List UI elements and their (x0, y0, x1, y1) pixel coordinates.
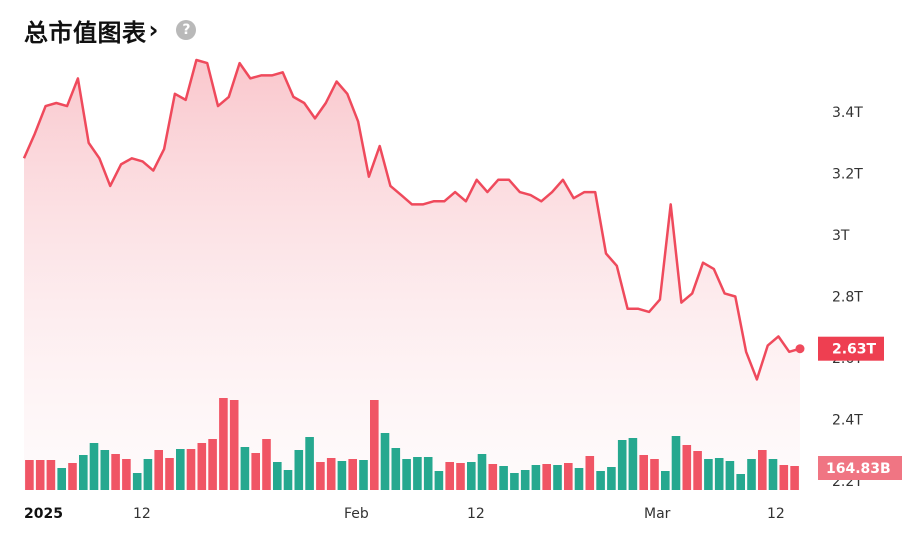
volume-bar[interactable] (499, 466, 508, 490)
volume-bar[interactable] (251, 453, 260, 490)
volume-bar[interactable] (122, 459, 131, 490)
x-tick-label: 12 (467, 506, 485, 522)
last-point[interactable] (795, 344, 805, 354)
volume-bar[interactable] (402, 459, 411, 490)
chart-header: 总市值图表 › ? (24, 12, 197, 48)
volume-bar[interactable] (531, 465, 541, 490)
volume-bar[interactable] (100, 450, 110, 490)
last-value-label: 2.63T (832, 342, 877, 358)
volume-bar[interactable] (456, 463, 465, 490)
volume-bar[interactable] (273, 462, 282, 490)
volume-bar[interactable] (176, 449, 185, 490)
volume-bar[interactable] (574, 468, 584, 490)
last-volume-badge (818, 456, 902, 480)
x-tick-label: Mar (644, 506, 671, 522)
volume-bar[interactable] (639, 455, 648, 490)
volume-bar[interactable] (219, 398, 228, 490)
y-tick-label: 2.8T (832, 290, 863, 306)
volume-bar[interactable] (445, 462, 454, 490)
volume-bar[interactable] (57, 468, 66, 490)
volume-bar[interactable] (607, 467, 616, 490)
volume-bar[interactable] (262, 439, 271, 490)
volume-bar[interactable] (316, 462, 325, 490)
volume-bar[interactable] (758, 450, 767, 490)
volume-bar[interactable] (283, 470, 293, 490)
volume-bar[interactable] (628, 438, 638, 490)
volume-bar[interactable] (165, 458, 174, 490)
volume-bar[interactable] (294, 450, 304, 490)
volume-bar[interactable] (240, 447, 250, 490)
volume-bar[interactable] (661, 471, 670, 490)
volume-bar[interactable] (423, 457, 433, 490)
volume-bar[interactable] (790, 466, 799, 490)
chevron-right-icon[interactable]: › (148, 16, 159, 44)
volume-bar[interactable] (434, 471, 444, 490)
volume-bar[interactable] (510, 473, 519, 490)
y-tick-label: 2.4T (832, 412, 863, 428)
volume-bar[interactable] (488, 464, 498, 490)
volume-bar[interactable] (380, 433, 390, 490)
volume-bar[interactable] (747, 459, 756, 490)
volume-bar[interactable] (564, 463, 573, 490)
volume-bar[interactable] (337, 461, 347, 490)
volume-bar[interactable] (186, 449, 196, 490)
volume-bar[interactable] (714, 458, 724, 490)
volume-bar[interactable] (79, 455, 88, 490)
volume-bar[interactable] (111, 454, 120, 490)
volume-bar[interactable] (477, 454, 487, 490)
volume-bar[interactable] (736, 474, 745, 490)
volume-bar[interactable] (197, 443, 207, 490)
volume-bar[interactable] (779, 465, 789, 490)
volume-bar[interactable] (305, 437, 314, 490)
y-tick-label: 3T (832, 228, 850, 244)
volume-bar[interactable] (542, 464, 551, 490)
volume-bar[interactable] (46, 460, 56, 490)
area-fill (24, 60, 800, 490)
volume-bar[interactable] (520, 470, 530, 490)
help-icon[interactable]: ? (176, 20, 197, 40)
volume-bar[interactable] (585, 456, 595, 490)
volume-bar[interactable] (725, 461, 735, 490)
volume-bar[interactable] (370, 400, 379, 490)
volume-bar[interactable] (348, 459, 357, 490)
x-tick-label: Feb (344, 506, 369, 522)
volume-bar[interactable] (596, 471, 605, 490)
y-tick-label: 3.2T (832, 167, 863, 183)
volume-bar[interactable] (143, 459, 153, 490)
series-line (22, 58, 801, 381)
volume-bar[interactable] (359, 460, 368, 490)
last-value-badge (818, 336, 884, 361)
volume-bar[interactable] (553, 465, 562, 490)
volume-bar[interactable] (682, 445, 692, 490)
volume-bar[interactable] (467, 462, 476, 490)
volume-bar[interactable] (768, 459, 778, 490)
volume-bar[interactable] (25, 460, 34, 490)
volume-bar[interactable] (35, 460, 45, 490)
page-title[interactable]: 总市值图表 (24, 18, 147, 47)
volume-bar[interactable] (229, 400, 239, 490)
last-volume-label: 164.83B (826, 461, 891, 477)
y-tick-label: 3.4T (832, 105, 863, 121)
volume-bar[interactable] (693, 451, 702, 490)
volume-bar[interactable] (154, 450, 163, 490)
volume-bar[interactable] (89, 443, 99, 490)
volume-bar[interactable] (68, 463, 77, 490)
volume-bar[interactable] (617, 440, 627, 490)
x-tick-label: 12 (133, 506, 151, 522)
volume-bar[interactable] (413, 457, 422, 490)
volume-bar[interactable] (391, 448, 401, 490)
x-tick-label: 2025 (24, 506, 63, 522)
volume-bar[interactable] (650, 459, 659, 490)
volume-bar[interactable] (132, 473, 142, 490)
volume-bar[interactable] (208, 439, 217, 490)
volume-bar[interactable] (671, 436, 681, 490)
volume-bar[interactable] (326, 458, 336, 490)
volume-bar[interactable] (704, 459, 713, 490)
x-tick-label: 12 (767, 506, 785, 522)
